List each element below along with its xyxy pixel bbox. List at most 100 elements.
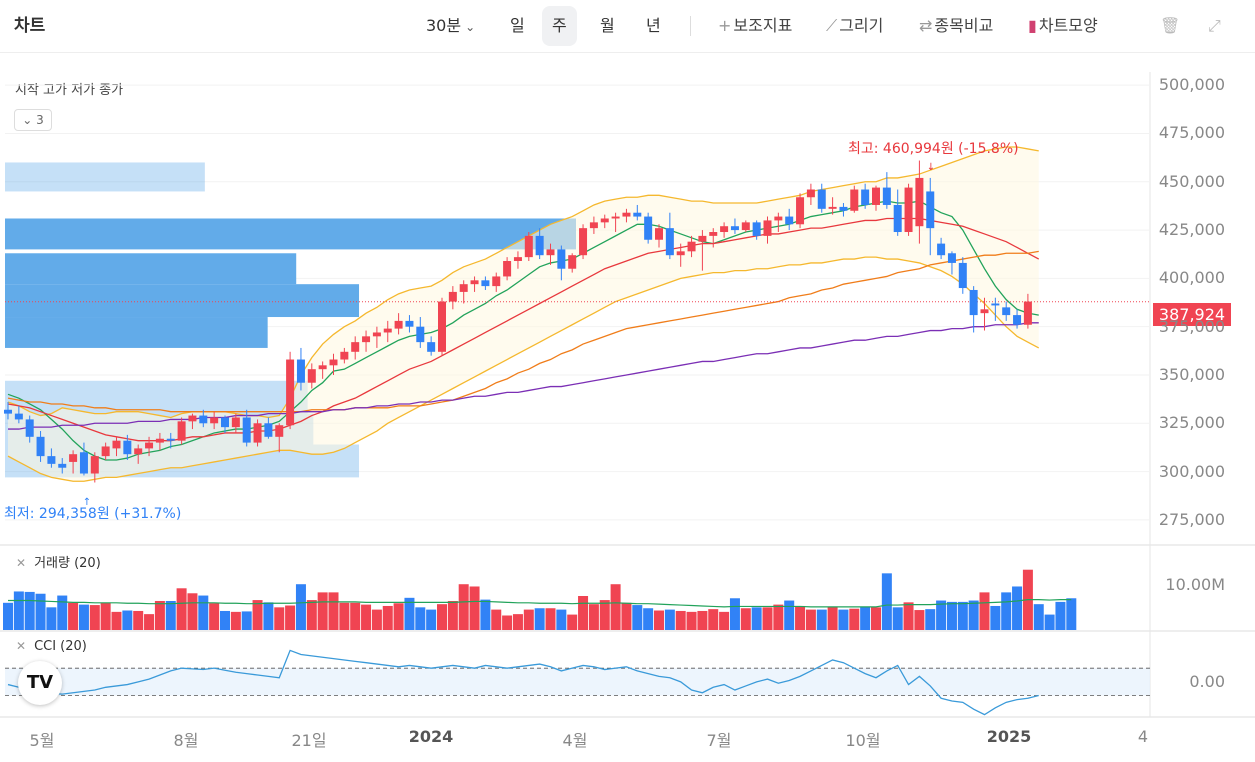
candle-body bbox=[123, 440, 132, 455]
price-tick-label: 275,000 bbox=[1158, 509, 1225, 529]
volume-bar bbox=[697, 610, 708, 630]
candle-body bbox=[155, 438, 164, 443]
volume-bar bbox=[209, 603, 220, 630]
legend-collapse-button[interactable]: ⌄ 3 bbox=[14, 109, 52, 131]
volume-bar bbox=[46, 607, 57, 630]
close-icon[interactable]: ✕ bbox=[16, 639, 27, 653]
interval-value: 30분 bbox=[426, 16, 462, 35]
candle-body bbox=[4, 409, 12, 414]
candle-body bbox=[14, 413, 23, 420]
candle-body bbox=[69, 454, 78, 462]
volume-bar bbox=[230, 611, 241, 630]
volume-bar bbox=[437, 604, 447, 630]
toolbar: 차트 30분 ⌄ 일 주 월 년 + 보조지표 ⟋ 그리기 ⇄ 종목비교 ▮ 차트모양 🗑… bbox=[0, 0, 1255, 53]
volume-bar bbox=[740, 608, 751, 630]
volume-bar bbox=[708, 609, 719, 630]
chart-title: 차트 bbox=[14, 16, 46, 36]
candle-body bbox=[438, 301, 446, 352]
candle-body bbox=[166, 438, 175, 441]
bollinger-lower-line bbox=[7, 256, 1040, 482]
volume-pane-title: 거래량 (20) bbox=[34, 556, 101, 571]
candle-body bbox=[383, 328, 392, 333]
candle-body bbox=[231, 417, 240, 428]
volume-bar bbox=[849, 608, 860, 630]
candle-body bbox=[752, 222, 761, 236]
volume-bar bbox=[68, 602, 79, 630]
volume-bar bbox=[328, 592, 339, 630]
candle-body bbox=[568, 255, 577, 269]
period-day[interactable]: 일 bbox=[510, 16, 525, 35]
candle-body bbox=[90, 456, 99, 474]
volume-bar bbox=[534, 608, 545, 630]
indicators-button[interactable]: + 보조지표 bbox=[718, 0, 792, 52]
candle-body bbox=[210, 417, 219, 424]
candle-body bbox=[763, 220, 772, 236]
draw-button[interactable]: ⟋ 그리기 bbox=[826, 0, 883, 52]
volume-ma-line bbox=[8, 599, 1072, 608]
price-tick-label: 325,000 bbox=[1158, 413, 1225, 433]
trash-icon[interactable]: 🗑 bbox=[1160, 16, 1181, 35]
period-week[interactable]: 주 bbox=[542, 6, 577, 46]
period-year[interactable]: 년 bbox=[646, 16, 661, 35]
volume-bar bbox=[393, 603, 404, 630]
volume-profile-bar bbox=[5, 284, 360, 318]
volume-bar bbox=[632, 605, 643, 630]
expand-icon[interactable]: ⤢ bbox=[1208, 16, 1221, 35]
volume-bar bbox=[957, 601, 968, 630]
volume-profile-bar bbox=[5, 218, 576, 250]
volume-bar bbox=[361, 604, 372, 630]
time-tick-label: 21일 bbox=[291, 731, 327, 750]
period-month[interactable]: 월 bbox=[600, 16, 615, 35]
price-tick-label: 375,000 bbox=[1158, 316, 1225, 336]
volume-bar bbox=[122, 610, 133, 630]
candle-body bbox=[362, 336, 371, 343]
volume-bar bbox=[3, 602, 13, 630]
volume-bar bbox=[686, 611, 697, 630]
volume-bar bbox=[860, 607, 871, 630]
volume-bar bbox=[1001, 592, 1012, 630]
volume-bar bbox=[339, 602, 350, 630]
volume-bar bbox=[578, 596, 589, 630]
volume-bar bbox=[990, 605, 1001, 630]
candle-body bbox=[915, 177, 924, 227]
candle-body bbox=[177, 421, 186, 441]
candle-body bbox=[101, 446, 110, 457]
candle-body bbox=[535, 235, 544, 256]
volume-bar bbox=[469, 586, 480, 630]
compare-label: 종목비교 bbox=[934, 16, 994, 35]
candle-body bbox=[828, 206, 837, 209]
close-icon[interactable]: ✕ bbox=[16, 556, 27, 570]
candle-body bbox=[448, 291, 457, 302]
volume-bar bbox=[979, 592, 990, 630]
compare-button[interactable]: ⇄ 종목비교 bbox=[919, 0, 993, 52]
candle-body bbox=[188, 415, 197, 422]
volume-bar bbox=[936, 600, 947, 630]
volume-bar bbox=[925, 609, 936, 630]
current-price-tag: 387,924 bbox=[1153, 303, 1231, 326]
tradingview-logo[interactable]: TV bbox=[18, 661, 62, 705]
plus-icon: + bbox=[718, 16, 732, 35]
candle-body bbox=[806, 189, 815, 198]
volume-bar bbox=[502, 615, 513, 630]
volume-bar bbox=[1033, 604, 1044, 630]
candle-body bbox=[600, 218, 609, 223]
chart-style-button[interactable]: ▮ 차트모양 bbox=[1028, 0, 1098, 52]
candle-body bbox=[557, 249, 566, 269]
volume-bar bbox=[643, 608, 654, 630]
volume-bar bbox=[588, 604, 599, 630]
volume-bar bbox=[111, 611, 122, 630]
interval-dropdown[interactable]: 30분 ⌄ bbox=[426, 0, 475, 52]
candle-body bbox=[242, 417, 251, 443]
candle-body bbox=[112, 440, 121, 449]
volume-bar bbox=[404, 597, 415, 630]
candle-body bbox=[839, 206, 848, 211]
volume-profile-bar bbox=[5, 162, 205, 192]
volume-bar bbox=[89, 605, 100, 630]
volume-bar bbox=[599, 600, 610, 630]
candle-body bbox=[926, 191, 935, 229]
volume-bar bbox=[881, 573, 892, 630]
volume-bar bbox=[187, 593, 198, 630]
candle-body bbox=[589, 222, 598, 229]
volume-bar bbox=[382, 605, 393, 630]
